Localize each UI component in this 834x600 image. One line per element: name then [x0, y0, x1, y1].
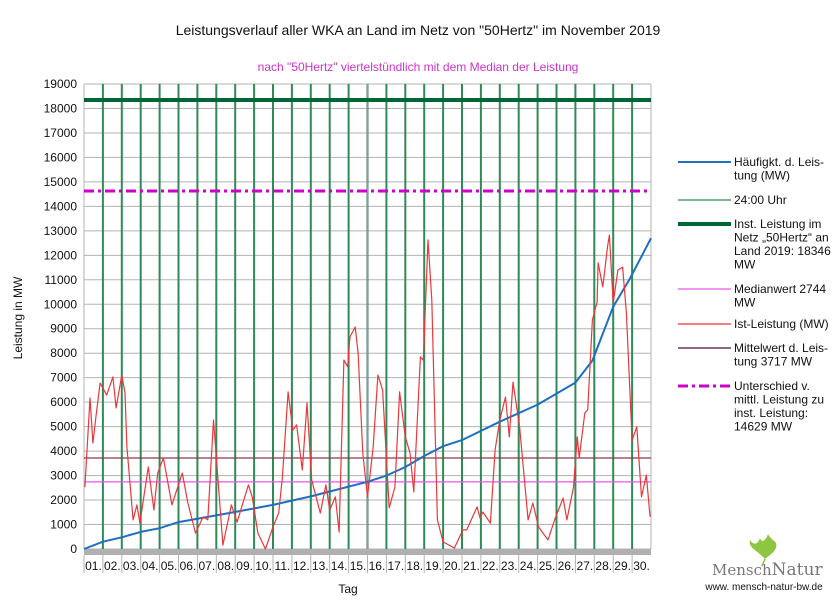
y-tick-label: 0	[70, 542, 77, 556]
legend-label: mittl. Leistung zu	[734, 393, 824, 407]
x-tick-label: 15.	[350, 559, 367, 573]
y-tick-label: 10000	[44, 297, 78, 311]
legend-label: 14629 MW	[734, 420, 793, 434]
x-axis-band	[84, 549, 651, 555]
legend-label: MW	[734, 296, 756, 310]
legend-label: tung (MW)	[734, 169, 790, 183]
frequency-curve	[83, 237, 652, 550]
legend-label: tung 3717 MW	[734, 355, 813, 369]
y-tick-label: 7000	[50, 371, 77, 385]
x-tick-label: 07.	[199, 559, 216, 573]
x-tick-label: 21.	[463, 559, 480, 573]
legend-label: Häufigkt. d. Leis-	[734, 155, 824, 169]
x-tick-label: 12.	[293, 559, 310, 573]
logo: MenschNatur www. mensch-natur-bw.de	[704, 534, 823, 593]
legend-label: Netz „50Hertz“ an	[734, 231, 829, 245]
y-tick-label: 9000	[50, 322, 77, 336]
y-tick-label: 1000	[50, 518, 77, 532]
y-tick-label: 2000	[50, 493, 77, 507]
y-tick-label: 4000	[50, 444, 77, 458]
x-tick-label: 20.	[444, 559, 461, 573]
y-tick-label: 8000	[50, 346, 77, 360]
x-tick-label: 14.	[331, 559, 348, 573]
x-tick-label: 04.	[142, 559, 159, 573]
x-tick-label: 10.	[255, 559, 272, 573]
logo-url: www. mensch-natur-bw.de	[704, 582, 823, 593]
legend-label: Inst. Leistung im	[734, 217, 821, 231]
chart-subtitle: nach "50Hertz" viertelstündlich mit dem …	[258, 60, 579, 74]
x-tick-label: 26.	[558, 559, 575, 573]
legend-label: Ist-Leistung (MW)	[734, 317, 829, 331]
legend-label: inst. Leistung:	[734, 406, 808, 420]
legend-label: Land 2019: 18346	[734, 244, 831, 258]
legend-label: MW	[734, 258, 756, 272]
x-tick-label: 09.	[236, 559, 253, 573]
x-tick-label: 03.	[123, 559, 140, 573]
logo-text: MenschNatur	[712, 560, 823, 580]
y-tick-label: 6000	[50, 395, 77, 409]
x-tick-label: 19.	[425, 559, 442, 573]
x-tick-label: 05.	[161, 559, 178, 573]
y-tick-label: 3000	[50, 469, 77, 483]
x-tick-label: 28.	[595, 559, 612, 573]
legend-label: Mittelwert d. Leis-	[734, 341, 828, 355]
x-tick-label: 17.	[388, 559, 405, 573]
y-tick-label: 16000	[44, 150, 78, 164]
y-tick-label: 18000	[44, 101, 78, 115]
x-tick-label: 27.	[577, 559, 594, 573]
actual-power-line	[84, 234, 651, 550]
x-tick-label: 23.	[501, 559, 518, 573]
x-tick-label: 08.	[217, 559, 234, 573]
x-tick-label: 11.	[275, 559, 291, 573]
x-tick-label: 16.	[369, 559, 386, 573]
y-tick-label: 5000	[50, 420, 77, 434]
chart-title: Leistungsverlauf aller WKA an Land im Ne…	[176, 22, 661, 38]
x-tick-label: 30.	[633, 559, 650, 573]
y-axis-label: Leistung in MW	[11, 276, 25, 359]
y-tick-label: 17000	[44, 126, 78, 140]
ginkgo-stem-icon	[761, 558, 766, 567]
y-tick-label: 14000	[44, 199, 78, 213]
ginkgo-leaf-icon	[749, 534, 777, 559]
x-tick-label: 24.	[520, 559, 537, 573]
x-tick-label: 22.	[482, 559, 499, 573]
y-tick-label: 11000	[45, 273, 78, 287]
y-tick-label: 12000	[44, 248, 78, 262]
legend-label: 24:00 Uhr	[734, 193, 787, 207]
legend-label: Medianwert 2744	[734, 282, 826, 296]
x-tick-label: 01.	[85, 559, 102, 573]
y-tick-label: 13000	[44, 224, 78, 238]
x-tick-label: 02.	[104, 559, 121, 573]
x-tick-label: 29.	[614, 559, 631, 573]
y-tick-label: 19000	[44, 77, 78, 91]
x-tick-label: 25.	[539, 559, 556, 573]
x-tick-label: 13.	[312, 559, 329, 573]
x-tick-label: 18.	[406, 559, 423, 573]
x-tick-label: 06.	[180, 559, 197, 573]
x-axis-label: Tag	[338, 582, 357, 596]
y-tick-label: 15000	[44, 175, 78, 189]
legend-label: Unterschied v.	[734, 379, 810, 393]
